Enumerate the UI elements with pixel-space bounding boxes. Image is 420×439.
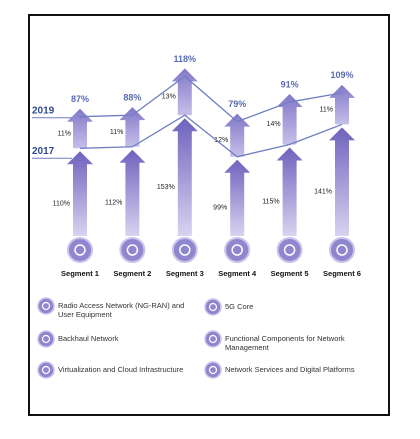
arrow bbox=[67, 151, 93, 236]
top-label: 87% bbox=[71, 94, 89, 104]
legend-item: Backhaul Network bbox=[58, 334, 119, 343]
arrow bbox=[67, 108, 93, 149]
line-2017 bbox=[79, 114, 343, 158]
value-label: 115% bbox=[262, 199, 279, 206]
legend-icon bbox=[37, 361, 55, 379]
frame bbox=[28, 14, 390, 416]
icon-circle bbox=[119, 237, 146, 263]
legend-glyph bbox=[208, 365, 218, 375]
arrow bbox=[329, 84, 355, 125]
icon-glyph bbox=[231, 244, 243, 256]
icon-circle bbox=[224, 237, 251, 263]
legend-item: Functional Components for Network Manage… bbox=[225, 334, 345, 352]
series-label: 2019 bbox=[32, 105, 55, 116]
value-label: 112% bbox=[105, 200, 122, 207]
value-label: 11% bbox=[320, 106, 334, 113]
legend-icon bbox=[37, 330, 55, 348]
x-tick-label: Segment 3 bbox=[166, 269, 204, 278]
top-label: 109% bbox=[330, 70, 353, 80]
top-label: 118% bbox=[174, 54, 197, 64]
legend-glyph bbox=[41, 301, 51, 311]
arrow bbox=[119, 107, 146, 147]
arrow bbox=[224, 159, 251, 236]
icon-circle bbox=[276, 237, 303, 263]
legend-item: Radio Access Network (NG-RAN) and User E… bbox=[58, 301, 185, 319]
legend-icon bbox=[204, 330, 222, 348]
icon-circle bbox=[171, 237, 198, 263]
icon-glyph bbox=[283, 244, 296, 256]
icon-glyph bbox=[179, 244, 191, 256]
legend-glyph bbox=[41, 365, 51, 375]
value-label: 11% bbox=[110, 129, 124, 136]
legend-glyph bbox=[41, 334, 51, 344]
arrow bbox=[329, 127, 355, 236]
top-label: 88% bbox=[123, 93, 141, 103]
value-label: 12% bbox=[214, 137, 228, 144]
segment-icon bbox=[224, 237, 251, 263]
x-tick-label: Segment 4 bbox=[218, 269, 257, 278]
segment-icon bbox=[119, 237, 146, 263]
legend-item: Virtualization and Cloud Infrastructure bbox=[58, 365, 184, 374]
value-label: 99% bbox=[213, 205, 227, 212]
arrow bbox=[171, 118, 198, 236]
legend-glyph bbox=[208, 334, 218, 344]
top-label: 91% bbox=[281, 79, 299, 89]
legend-icon bbox=[37, 297, 55, 315]
legend-item: 5G Core bbox=[225, 302, 254, 311]
arrow bbox=[224, 113, 251, 157]
value-label: 13% bbox=[162, 94, 176, 101]
segment-icon bbox=[67, 237, 93, 263]
icon-circle bbox=[329, 237, 355, 263]
segment-icon bbox=[329, 237, 355, 263]
x-tick-label: Segment 2 bbox=[113, 269, 151, 278]
legend-icon bbox=[204, 361, 222, 379]
value-label: 11% bbox=[58, 130, 72, 137]
legend-item: Network Services and Digital Platforms bbox=[225, 365, 355, 374]
x-tick-label: Segment 5 bbox=[271, 269, 309, 278]
segment-icon bbox=[276, 237, 303, 263]
icon-circle bbox=[67, 237, 93, 263]
arrow bbox=[119, 149, 146, 236]
line-2019 bbox=[79, 75, 343, 123]
top-label: 79% bbox=[228, 99, 246, 109]
value-label: 153% bbox=[157, 184, 175, 191]
arrow bbox=[276, 147, 303, 236]
icon-glyph bbox=[126, 244, 139, 256]
x-tick-label: Segment 1 bbox=[61, 269, 99, 278]
value-label: 110% bbox=[53, 200, 70, 207]
legend-glyph bbox=[208, 302, 218, 312]
series-label: 2017 bbox=[32, 146, 55, 157]
arrow bbox=[171, 68, 198, 116]
x-tick-label: Segment 6 bbox=[323, 269, 361, 278]
arrow bbox=[276, 94, 303, 145]
value-label: 141% bbox=[314, 189, 332, 196]
icon-glyph bbox=[74, 244, 86, 256]
legend-icon bbox=[204, 298, 222, 316]
segment-icon bbox=[171, 237, 198, 263]
value-label: 14% bbox=[267, 121, 281, 128]
icon-glyph bbox=[336, 244, 348, 256]
